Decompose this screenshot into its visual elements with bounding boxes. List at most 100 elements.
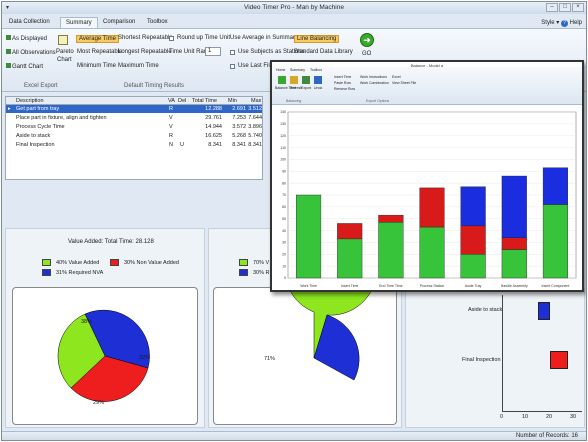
tab-summary[interactable]: Summary [60, 17, 98, 28]
remove-row-button[interactable]: Remove Row [334, 87, 356, 91]
legend-label: 30% Non Value Added [124, 260, 179, 266]
work-combination-button[interactable]: Work Combination [360, 81, 389, 85]
style-menu[interactable]: Style ▾ ? Help [541, 20, 582, 27]
chart-bar-segment[interactable] [419, 187, 445, 228]
tab-comparison[interactable]: Comparison [103, 19, 136, 25]
column-header[interactable]: Description [16, 98, 44, 104]
tab-data-collection[interactable]: Data Collection [9, 19, 50, 25]
column-header[interactable]: Total Time [192, 98, 218, 104]
table-row[interactable]: ▸ Get part from tray R 12.288 2.691 3.51… [6, 105, 262, 113]
column-header[interactable]: Del [178, 98, 187, 104]
legend-swatch [239, 269, 248, 276]
go-arrow-icon[interactable]: ➜ [360, 33, 374, 47]
chart-bar-segment[interactable] [460, 254, 486, 279]
line-balancing-window: Balance - Model a Home Summary Toolbox B… [270, 60, 584, 292]
chart-bar-segment[interactable] [501, 175, 527, 238]
chart-bar-segment[interactable] [419, 226, 445, 279]
gantt-axis [502, 295, 503, 411]
gantt-chart-button[interactable]: Gantt Chart [6, 63, 43, 70]
table-row[interactable]: Process Cycle Time V 14.944 3.572 3.896 [16, 124, 262, 130]
work-instructions-button[interactable]: Work Instructions [360, 75, 387, 79]
legend-swatch [110, 259, 119, 266]
insert-time-button[interactable]: Insert Time [334, 75, 352, 79]
x-tick-label: Insert Component [542, 284, 570, 288]
tab-toolbox[interactable]: Toolbox [147, 19, 168, 25]
pareto-icon [58, 35, 68, 45]
chart-bar-segment[interactable] [378, 214, 404, 223]
use-average-toggle[interactable]: Use Average in Summary [230, 35, 298, 41]
column-header[interactable]: Max [251, 98, 262, 104]
all-observations-button[interactable]: All Observations [6, 49, 56, 56]
most-repeatable-button[interactable]: Most Repeatable [77, 49, 123, 55]
maximum-time-button[interactable]: Maximum Time [118, 63, 159, 69]
minimize-button[interactable]: – [546, 3, 558, 12]
balance-icon[interactable] [278, 76, 286, 84]
refresh-icon[interactable] [290, 76, 298, 84]
pareto-chart-button[interactable]: Pareto Chart [54, 35, 74, 71]
longest-repeatable-button[interactable]: Longest Repeatable [118, 49, 172, 55]
x-tick-label: Handle Assembly [501, 284, 528, 288]
line-balancing-button[interactable]: Line Balancing [294, 35, 340, 43]
legend-label: 31% Required NVA [56, 270, 104, 276]
y-tick-label: 120 [280, 134, 286, 138]
chart-bar-segment[interactable] [378, 222, 404, 279]
chart-bar-segment[interactable] [460, 186, 486, 227]
quick-access-toolbar[interactable]: ▾ [6, 5, 10, 11]
legend-swatch [42, 269, 51, 276]
time-unit-range-select[interactable]: 1 [205, 47, 221, 56]
chart-bar-segment[interactable] [542, 167, 568, 205]
status-bar: Number of Records: 16 [2, 431, 586, 440]
close-button[interactable]: × [572, 3, 584, 12]
balancing-tab-toolbox[interactable]: Toolbox [310, 68, 323, 72]
y-tick-label: 50 [282, 217, 286, 221]
chart-bar-segment[interactable] [296, 194, 322, 279]
x-tick-label: Aside Tray [465, 284, 482, 288]
column-header[interactable]: Min [228, 98, 237, 104]
record-count: Number of Records: 16 [515, 433, 578, 439]
standard-data-library-button[interactable]: Standard Data Library [294, 49, 353, 55]
gantt-tick: 20 [546, 414, 553, 420]
use-subjects-checkbox[interactable] [230, 50, 235, 55]
shortest-repeatable-button[interactable]: Shortest Repeatable [118, 35, 173, 41]
value-added-title: Value Added: Total Time: 28.128 [68, 239, 154, 245]
table-row[interactable]: Aside to stack R 16.625 5.268 5.740 [16, 133, 262, 139]
balancing-tab-home[interactable]: Home [276, 68, 286, 72]
chart-bar-segment[interactable] [542, 204, 568, 279]
as-displayed-button[interactable]: As Displayed [6, 35, 47, 42]
export-icon[interactable] [302, 76, 310, 84]
average-time-button[interactable]: Average Time [76, 35, 119, 43]
x-tick-label: Process Station [420, 284, 445, 288]
use-last-file-label: Use Last File [238, 63, 274, 69]
column-header[interactable]: VA [168, 98, 175, 104]
chart-bar-segment[interactable] [501, 249, 527, 279]
gantt-bar [538, 302, 550, 320]
table-row[interactable]: Final Inspection N U 8.341 8.341 8.341 [16, 142, 262, 148]
value-added-pie [57, 309, 150, 402]
chart-bar-segment[interactable] [337, 238, 363, 279]
chart-bar-segment[interactable] [460, 225, 486, 255]
gantt-bar [550, 351, 568, 369]
table-row[interactable]: Place part in fixture, align and tighten… [16, 115, 262, 121]
balancing-tab-summary[interactable]: Summary [290, 68, 305, 72]
undo-icon[interactable] [314, 76, 322, 84]
chart-bar-segment[interactable] [501, 237, 527, 250]
value-type-pie [284, 222, 377, 381]
x-tick-label: Work Time [300, 284, 317, 288]
gantt-tick: 10 [522, 414, 529, 420]
excel-button[interactable]: Excel [392, 75, 401, 79]
view-sheet-file-button[interactable]: View Sheet File [392, 81, 417, 85]
pie-chart-frame: 38% 32% 29% [12, 287, 198, 425]
y-tick-label: 90 [282, 169, 286, 173]
round-up-checkbox[interactable] [169, 36, 174, 41]
go-label: GO [362, 51, 372, 57]
legend-label: 40% Value Added [56, 260, 100, 266]
export-icon [6, 49, 11, 54]
chart-bar-segment[interactable] [337, 223, 363, 240]
value-added-panel: Value Added: Total Time: 28.128 40% Valu… [5, 228, 205, 428]
maximize-button[interactable]: □ [559, 3, 571, 12]
minimum-time-button[interactable]: Minimum Time [77, 63, 117, 69]
use-last-file-checkbox[interactable] [230, 64, 235, 69]
pie-slice-required-nva [84, 309, 150, 369]
paste-row-button[interactable]: Paste Row [334, 81, 351, 85]
gantt-tick: 0 [500, 414, 504, 420]
